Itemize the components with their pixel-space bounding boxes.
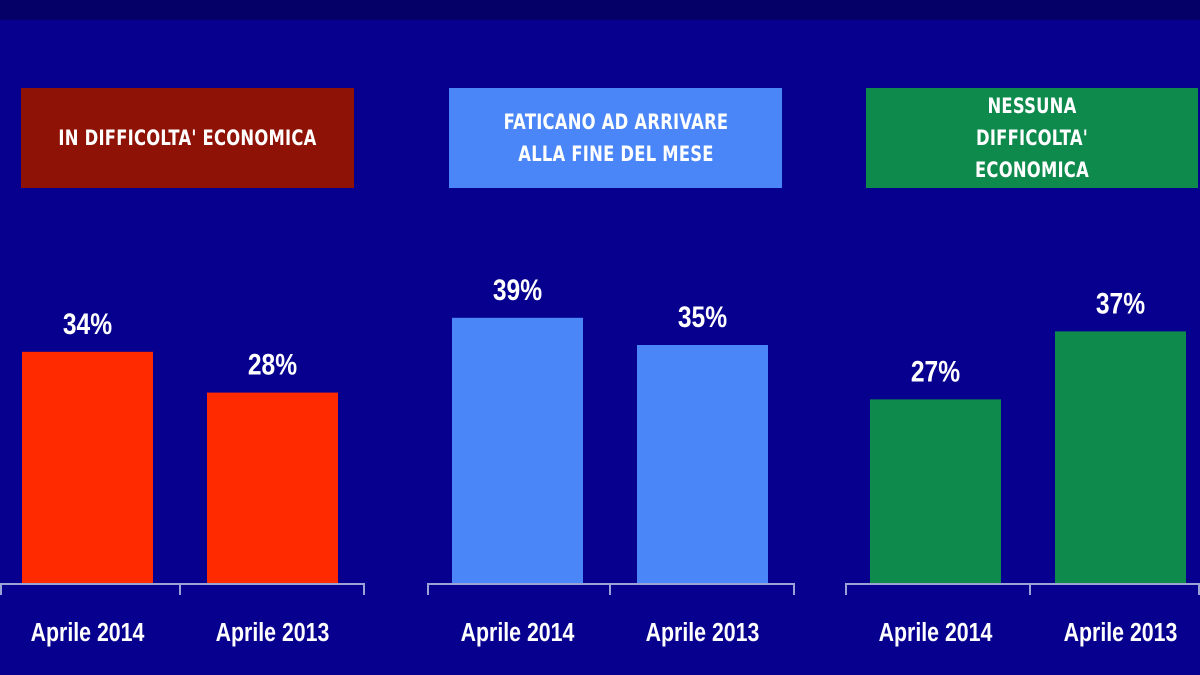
value-label: 27% — [911, 354, 960, 388]
bar-aprile-2014 — [452, 317, 583, 583]
panel-header-end-of-month: FATICANO AD ARRIVARE ALLA FINE DEL MESE — [449, 88, 782, 188]
value-label: 35% — [678, 300, 727, 334]
panel-header-title: IN DIFFICOLTA' ECONOMICA — [58, 126, 317, 150]
bar-aprile-2013 — [207, 392, 338, 583]
x-tick-label: Aprile 2014 — [461, 618, 575, 648]
panel-header-title: FATICANO AD ARRIVARE ALLA FINE DEL MESE — [503, 110, 728, 166]
panel-header-title: NESSUNA DIFFICOLTA' ECONOMICA — [975, 94, 1089, 182]
x-tick-label: Aprile 2013 — [1064, 618, 1178, 648]
chart-panel-1: 34% Aprile 2014 28% Aprile 2013 — [0, 306, 365, 648]
bar-aprile-2013 — [1055, 331, 1186, 583]
panel-header-no-difficulty: NESSUNA DIFFICOLTA' ECONOMICA — [866, 88, 1198, 188]
chart-panel-2: 39% Aprile 2014 35% Aprile 2013 — [427, 272, 795, 648]
x-tick-label: Aprile 2014 — [31, 618, 145, 648]
value-label: 34% — [63, 306, 112, 340]
bar-aprile-2013 — [637, 345, 768, 583]
chart-panel-3: 27% Aprile 2014 37% Aprile 2013 — [845, 286, 1200, 648]
value-label: 39% — [493, 272, 542, 306]
bar-aprile-2014 — [870, 399, 1001, 583]
x-tick-label: Aprile 2013 — [216, 618, 330, 648]
top-band — [0, 0, 1200, 20]
bar-aprile-2014 — [22, 351, 153, 583]
panel-header-economic-difficulty: IN DIFFICOLTA' ECONOMICA — [21, 88, 354, 188]
value-label: 28% — [248, 347, 297, 381]
x-tick-label: Aprile 2013 — [646, 618, 760, 648]
x-tick-label: Aprile 2014 — [879, 618, 993, 648]
value-label: 37% — [1096, 286, 1145, 320]
